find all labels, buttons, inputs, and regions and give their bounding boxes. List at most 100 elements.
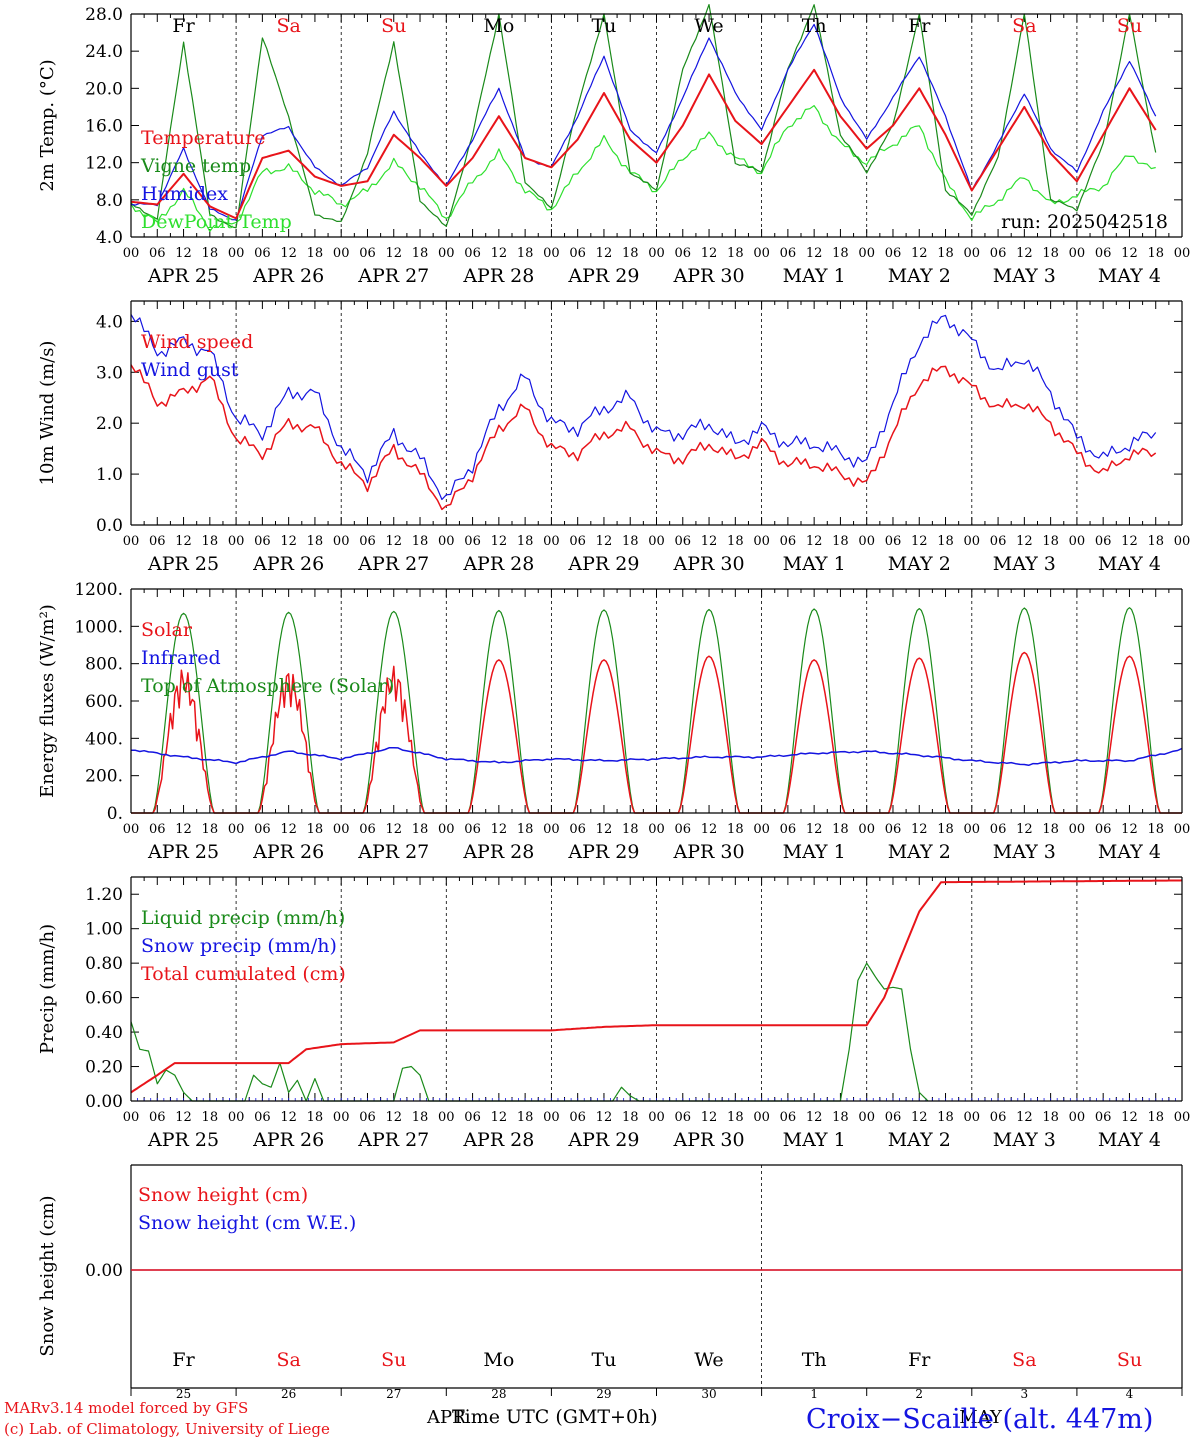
temp-legend-3: Humidex bbox=[141, 183, 228, 205]
wind-hour-label: 12 bbox=[280, 534, 297, 549]
precip-hour-label: 00 bbox=[858, 1110, 875, 1125]
temp-hour-label: 12 bbox=[491, 246, 508, 261]
energy-hour-label: 06 bbox=[675, 822, 692, 837]
temp-hour-label: 00 bbox=[1069, 246, 1086, 261]
snow-day-name: Sa bbox=[1012, 1349, 1036, 1371]
energy-infrared-line bbox=[130, 746, 1183, 767]
energy-hour-label: 12 bbox=[1016, 822, 1033, 837]
wind-date-label: APR 30 bbox=[673, 553, 745, 575]
energy-hour-label: 06 bbox=[780, 822, 797, 837]
wind-date-label: MAY 1 bbox=[783, 553, 846, 575]
temp-hour-label: 06 bbox=[569, 246, 586, 261]
wind-hour-label: 18 bbox=[1147, 534, 1164, 549]
temp-date-label: MAY 2 bbox=[888, 265, 951, 287]
precip-hour-label: 18 bbox=[937, 1110, 954, 1125]
energy-hour-label: 18 bbox=[1147, 822, 1164, 837]
wind-ytick-label: 2.0 bbox=[96, 414, 123, 434]
wind-hour-label: 18 bbox=[727, 534, 744, 549]
temp-date-label: MAY 3 bbox=[993, 265, 1056, 287]
temp-ylabel: 2m Temp. (°C) bbox=[37, 59, 58, 191]
wind-hour-label: 00 bbox=[648, 534, 665, 549]
temp-hour-label: 18 bbox=[412, 246, 429, 261]
energy-date-label: MAY 1 bbox=[783, 841, 846, 863]
precip-date-label: APR 28 bbox=[462, 1129, 534, 1151]
precip-ytick-label: 0.40 bbox=[85, 1023, 123, 1043]
temp-hour-label: 06 bbox=[885, 246, 902, 261]
x-axis-label: Time UTC (GMT+0h) bbox=[452, 1406, 658, 1428]
energy-hour-label: 18 bbox=[307, 822, 324, 837]
wind-hour-label: 18 bbox=[832, 534, 849, 549]
energy-legend-1: Solar bbox=[141, 619, 193, 641]
temp-hour-label: 06 bbox=[464, 246, 481, 261]
energy-hour-label: 06 bbox=[254, 822, 271, 837]
precip-hour-label: 18 bbox=[517, 1110, 534, 1125]
temp-temperature-line bbox=[130, 68, 1157, 220]
wind-hour-label: 00 bbox=[438, 534, 455, 549]
energy-hour-label: 06 bbox=[885, 822, 902, 837]
wind-hour-label: 06 bbox=[780, 534, 797, 549]
temp-hour-label: 18 bbox=[622, 246, 639, 261]
wind-gust-line bbox=[130, 314, 1157, 501]
energy-legend-3: Top of Atmosphere (Solar) bbox=[141, 675, 394, 697]
wind-hour-label: 12 bbox=[911, 534, 928, 549]
temp-ytick-label: 8.0 bbox=[96, 191, 123, 211]
precip-hour-label: 00 bbox=[333, 1110, 350, 1125]
wind-speed-line bbox=[130, 364, 1157, 511]
temp-date-label: MAY 4 bbox=[1098, 265, 1161, 287]
station-label: Croix−Scaille (alt. 447m) bbox=[806, 1404, 1153, 1435]
precip-date-label: MAY 3 bbox=[993, 1129, 1056, 1151]
precip-legend-1: Liquid precip (mm/h) bbox=[141, 907, 345, 929]
temp-hour-label: 00 bbox=[543, 246, 560, 261]
temp-hour-label: 00 bbox=[964, 246, 981, 261]
energy-date-label: MAY 2 bbox=[888, 841, 951, 863]
wind-hour-label: 18 bbox=[1042, 534, 1059, 549]
wind-hour-label: 06 bbox=[885, 534, 902, 549]
snow-day-name: Fr bbox=[908, 1349, 931, 1371]
wind-hour-label: 12 bbox=[385, 534, 402, 549]
wind-hour-label: 00 bbox=[123, 534, 140, 549]
wind-hour-label: 18 bbox=[307, 534, 324, 549]
energy-ytick-label: 0. bbox=[107, 804, 123, 824]
precip-legend-3: Total cumulated (cm) bbox=[141, 963, 346, 985]
temp-hour-label: 12 bbox=[596, 246, 613, 261]
precip-hour-label: 12 bbox=[701, 1110, 718, 1125]
temp-hour-label: 00 bbox=[753, 246, 770, 261]
temp-hour-label: 12 bbox=[1121, 246, 1138, 261]
wind-hour-label: 00 bbox=[543, 534, 560, 549]
precip-ylabel: Precip (mm/h) bbox=[37, 924, 58, 1054]
precip-date-label: APR 27 bbox=[357, 1129, 429, 1151]
precip-hour-label: 18 bbox=[622, 1110, 639, 1125]
energy-hour-label: 18 bbox=[937, 822, 954, 837]
temp-hour-label: 18 bbox=[727, 246, 744, 261]
energy-ytick-label: 400. bbox=[85, 729, 123, 749]
snow-day-name: Fr bbox=[172, 1349, 195, 1371]
temp-hour-label: 00 bbox=[333, 246, 350, 261]
wind-legend-1: Wind speed bbox=[141, 331, 253, 353]
temp-date-label: APR 25 bbox=[147, 265, 219, 287]
precip-hour-label: 12 bbox=[1016, 1110, 1033, 1125]
precip-hour-label: 06 bbox=[254, 1110, 271, 1125]
energy-date-label: APR 26 bbox=[252, 841, 324, 863]
energy-date-label: APR 27 bbox=[357, 841, 429, 863]
precip-hour-label: 06 bbox=[885, 1110, 902, 1125]
snow-day-number: 30 bbox=[701, 1387, 716, 1401]
wind-hour-label: 00 bbox=[333, 534, 350, 549]
wind-ytick-label: 0.0 bbox=[96, 516, 123, 536]
temp-ytick-label: 20.0 bbox=[85, 79, 123, 99]
wind-hour-label: 18 bbox=[412, 534, 429, 549]
temp-day-name: Sa bbox=[1012, 15, 1036, 37]
energy-hour-label: 12 bbox=[806, 822, 823, 837]
energy-hour-label: 18 bbox=[832, 822, 849, 837]
precip-date-label: APR 26 bbox=[252, 1129, 324, 1151]
energy-date-label: APR 28 bbox=[462, 841, 534, 863]
snow-month-label-may: MAY bbox=[959, 1407, 1003, 1428]
temp-hour-label: 00 bbox=[438, 246, 455, 261]
wind-date-label: APR 25 bbox=[147, 553, 219, 575]
energy-hour-label: 00 bbox=[648, 822, 665, 837]
energy-hour-label: 00 bbox=[228, 822, 245, 837]
precip-hour-label: 12 bbox=[911, 1110, 928, 1125]
wind-hour-label: 06 bbox=[675, 534, 692, 549]
energy-hour-label: 12 bbox=[280, 822, 297, 837]
precip-hour-label: 06 bbox=[359, 1110, 376, 1125]
